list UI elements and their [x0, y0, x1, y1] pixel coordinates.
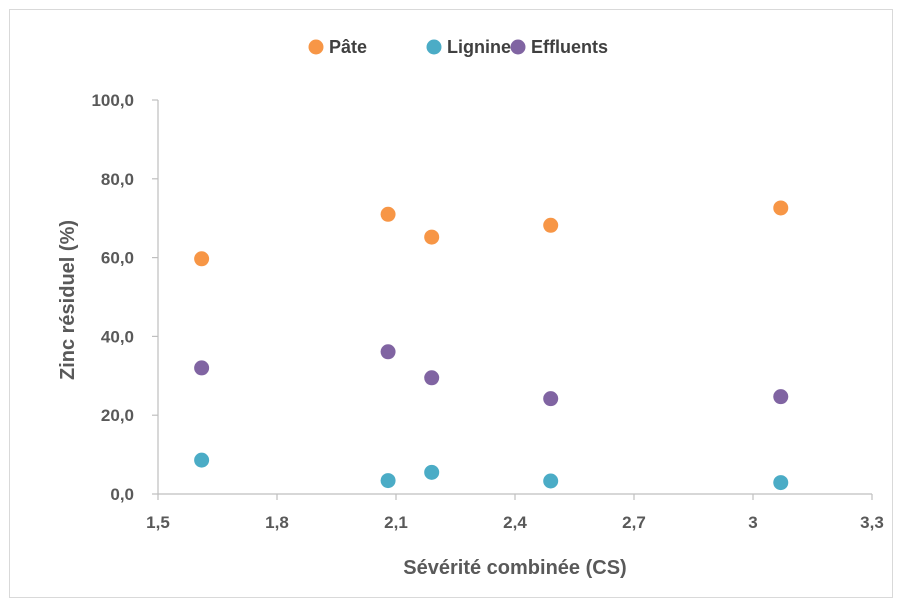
legend: Pâte Lignine Effluents [308, 37, 608, 57]
x-tick-label: 2,1 [384, 513, 408, 532]
x-tick-label: 1,8 [265, 513, 289, 532]
y-tick-label: 80,0 [101, 170, 134, 189]
legend-marker [426, 39, 442, 55]
series-2 [194, 344, 789, 407]
x-axis-title: Sévérité combinée (CS) [403, 557, 626, 579]
data-point [424, 370, 440, 386]
data-point [773, 389, 789, 405]
chart-frame [9, 9, 893, 598]
y-tick-label: 60,0 [101, 249, 134, 268]
data-point [543, 473, 559, 489]
y-tick-label: 100,0 [91, 91, 134, 110]
series-0 [194, 200, 789, 267]
x-tick-labels: 1,5 1,8 2,1 2,4 2,7 3 3,3 [146, 513, 884, 532]
y-tick-labels: 0,0 20,0 40,0 60,0 80,0 100,0 [91, 91, 134, 504]
x-tick-label: 3 [748, 513, 757, 532]
y-tick-label: 40,0 [101, 327, 134, 346]
data-point [543, 391, 559, 407]
legend-label: Lignine [447, 37, 511, 57]
x-tick-label: 2,4 [503, 513, 527, 532]
x-tick-label: 3,3 [860, 513, 884, 532]
data-point [380, 473, 396, 489]
legend-marker [510, 39, 526, 55]
legend-label: Pâte [329, 37, 367, 57]
data-point [424, 464, 440, 480]
data-point [380, 206, 396, 222]
data-point [773, 200, 789, 216]
x-tick-label: 1,5 [146, 513, 170, 532]
legend-label: Effluents [531, 37, 608, 57]
data-point [543, 217, 559, 233]
y-tick-label: 0,0 [110, 485, 134, 504]
legend-marker [308, 39, 324, 55]
data-point [773, 475, 789, 491]
x-tick-label: 2,7 [622, 513, 646, 532]
data-point [194, 360, 210, 376]
y-axis-title: Zinc résiduel (%) [57, 220, 79, 380]
series-1 [194, 452, 789, 491]
y-tick-label: 20,0 [101, 406, 134, 425]
axes [152, 99, 873, 500]
data-point [194, 452, 210, 468]
data-point [380, 344, 396, 360]
data-point [424, 229, 440, 245]
data-points [194, 200, 789, 491]
data-point [194, 251, 210, 267]
